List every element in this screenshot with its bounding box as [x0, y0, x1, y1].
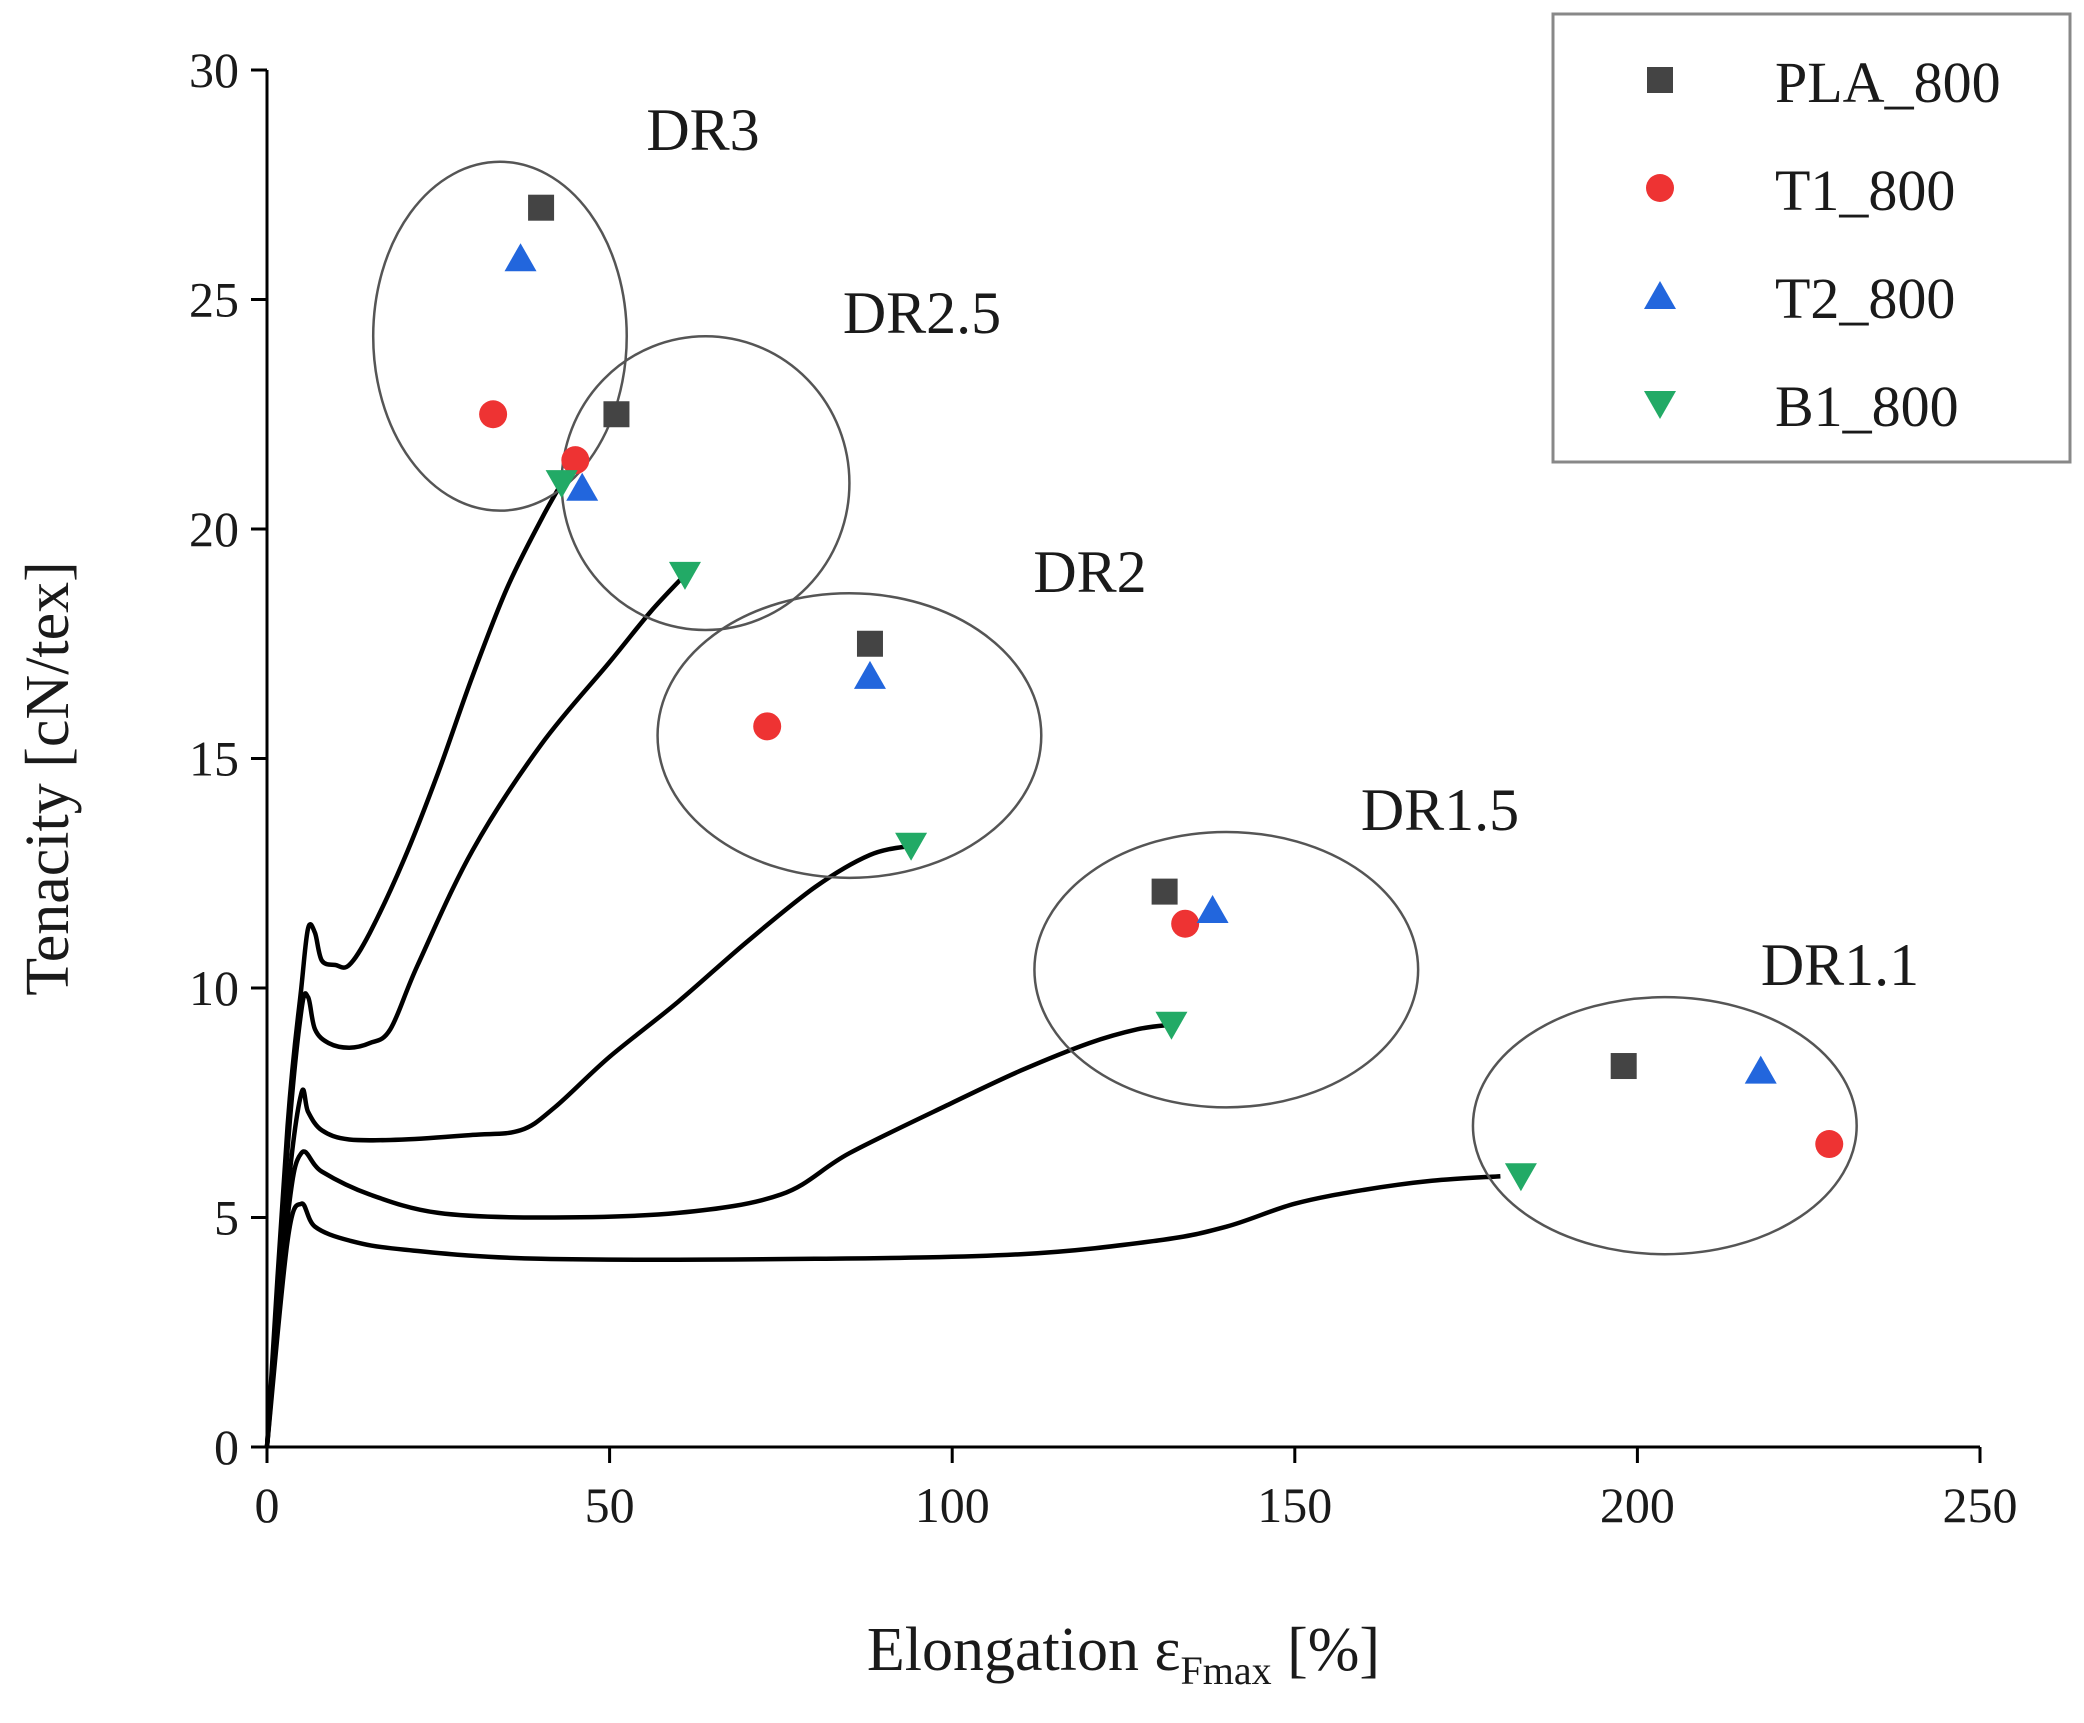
point-t1-800 — [1171, 909, 1200, 938]
point-pla-800 — [1610, 1053, 1637, 1080]
x-tick-label: 150 — [1257, 1477, 1332, 1533]
x-tick-label: 100 — [915, 1477, 990, 1533]
curve-dr1-5 — [264, 1022, 1172, 1448]
y-tick-label: 0 — [214, 1419, 239, 1475]
y-tick-label: 15 — [189, 731, 239, 787]
legend-label-t1-800: T1_800 — [1775, 158, 1955, 223]
point-pla-800 — [603, 401, 630, 428]
point-t2-800 — [504, 243, 537, 272]
group-ellipse-dr2 — [656, 592, 1043, 880]
y-tick-label: 30 — [189, 42, 239, 98]
group-labels: DR3 DR2.5 DR2 DR1.5 DR1.1 — [646, 97, 1919, 998]
group-label-dr1-1: DR1.1 — [1761, 932, 1919, 998]
point-t2-800 — [566, 472, 599, 501]
group-label-dr2: DR2 — [1033, 539, 1146, 605]
point-b1-800 — [1504, 1163, 1537, 1192]
axes: 0 50 100 150 200 250 0 5 10 15 20 25 30 — [189, 42, 2018, 1533]
x-tick-label: 200 — [1600, 1477, 1675, 1533]
y-tick-label: 5 — [214, 1190, 239, 1246]
group-label-dr3: DR3 — [646, 97, 759, 163]
point-t1-800 — [479, 400, 508, 429]
legend-label-pla-800: PLA_800 — [1775, 50, 2001, 115]
legend-box — [1551, 12, 2072, 464]
y-axis-title: Tenacity [cN/tex] — [14, 561, 82, 996]
stress-strain-curves — [264, 482, 1501, 1448]
y-tick-label: 10 — [189, 960, 239, 1016]
x-tick-label: 50 — [585, 1477, 635, 1533]
x-tick-label: 250 — [1943, 1477, 2018, 1533]
point-pla-800 — [856, 630, 883, 657]
point-pla-800 — [528, 194, 555, 221]
group-ellipse-dr2-5 — [560, 334, 851, 632]
data-points — [479, 194, 1844, 1192]
point-t2-800 — [1196, 894, 1229, 923]
x-axis-title-unit: [%] — [1272, 1616, 1380, 1684]
group-ellipse-dr1-1 — [1471, 995, 1858, 1256]
group-label-dr2-5: DR2.5 — [843, 280, 1001, 346]
x-axis-title-main: Elongation ε — [867, 1616, 1181, 1684]
point-b1-800 — [545, 470, 578, 499]
point-b1-800 — [1155, 1011, 1188, 1040]
curve-dr3 — [264, 482, 564, 1448]
legend-marker-pla-800 — [1647, 67, 1673, 93]
point-b1-800 — [895, 832, 928, 861]
point-t1-800 — [753, 712, 782, 741]
x-axis-title: Elongation εFmax [%] — [867, 1616, 1380, 1693]
draw-ratio-groups — [371, 160, 1858, 1256]
point-t2-800 — [853, 660, 886, 689]
curve-dr2-5 — [264, 573, 687, 1448]
point-pla-800 — [1151, 878, 1178, 905]
legend-marker-t1-800 — [1646, 174, 1674, 202]
legend-label-b1-800: B1_800 — [1775, 374, 1959, 439]
point-b1-800 — [668, 561, 701, 590]
group-ellipse-dr1-5 — [1033, 830, 1420, 1109]
point-t2-800 — [1744, 1055, 1777, 1084]
curve-dr2 — [264, 843, 912, 1448]
legend-marker-b1-800 — [1644, 391, 1676, 419]
curve-dr1-1 — [264, 1173, 1501, 1448]
point-t1-800 — [561, 446, 590, 475]
x-axis-title-subscript: Fmax — [1181, 1648, 1272, 1693]
y-tick-label: 20 — [189, 501, 239, 557]
group-label-dr1-5: DR1.5 — [1361, 777, 1519, 843]
x-tick-label: 0 — [255, 1477, 280, 1533]
y-tick-label: 25 — [189, 272, 239, 328]
legend: PLA_800 T1_800 T2_800 B1_800 — [1551, 12, 2072, 464]
point-t1-800 — [1815, 1130, 1844, 1159]
legend-marker-t2-800 — [1644, 281, 1676, 309]
group-ellipse-dr3 — [371, 160, 628, 512]
legend-label-t2-800: T2_800 — [1775, 266, 1955, 331]
